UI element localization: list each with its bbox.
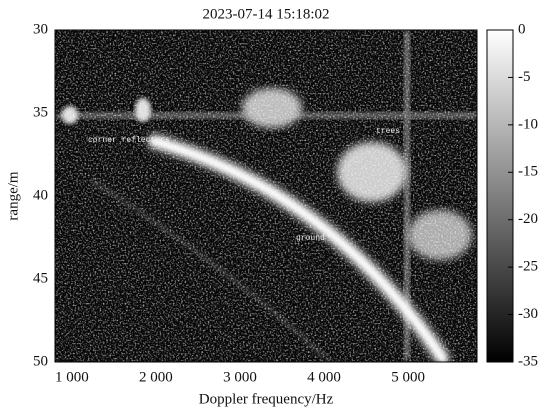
- x-axis-label: Doppler frequency/Hz: [199, 391, 334, 407]
- colorbar-tick-label: -10: [518, 116, 538, 132]
- heatmap-image: [55, 30, 477, 362]
- annotation: corner reflectors: [88, 136, 170, 145]
- annotation: ground: [296, 234, 325, 243]
- colorbar: [486, 29, 514, 363]
- colorbar-tick-label: -5: [518, 69, 531, 85]
- colorbar-tick-label: -20: [518, 211, 538, 227]
- colorbar-tick-label: -25: [518, 259, 538, 275]
- colorbar-tick-label: -30: [518, 306, 538, 322]
- colorbar-tick-label: -15: [518, 164, 538, 180]
- chart-title: 2023-07-14 15:18:02: [202, 6, 329, 22]
- x-tick-label: 1 000: [55, 369, 89, 385]
- y-tick-label: 35: [33, 104, 48, 120]
- y-tick-label: 40: [33, 187, 48, 203]
- y-tick-label: 30: [33, 21, 48, 37]
- x-tick-label: 2 000: [139, 369, 173, 385]
- colorbar-tick-label: -35: [518, 353, 538, 369]
- x-tick-label: 3 000: [223, 369, 257, 385]
- annotation: trees: [376, 127, 400, 136]
- x-tick-label: 4 000: [307, 369, 341, 385]
- x-tick-label: 5 000: [391, 369, 425, 385]
- y-tick-label: 50: [33, 353, 48, 369]
- y-axis-label: range/m: [5, 171, 21, 220]
- y-tick-label: 45: [33, 270, 48, 286]
- colorbar-tick-label: 0: [518, 21, 526, 37]
